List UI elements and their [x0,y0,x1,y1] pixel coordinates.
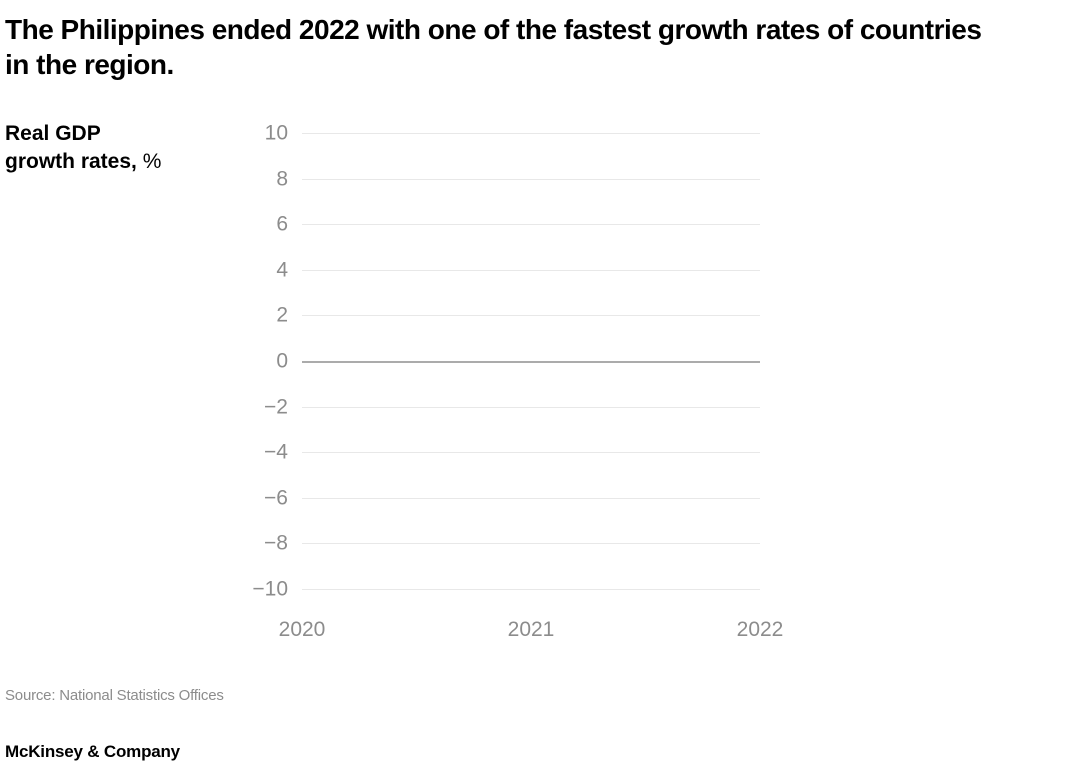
y-tick-label: −8 [264,531,288,555]
x-tick-label: 2021 [507,618,555,641]
y-axis-title-unit: % [136,150,162,173]
y-tick-label: −4 [264,440,288,464]
y-tick-label: 6 [276,212,288,236]
gridline [302,543,760,545]
gridline [302,589,760,590]
y-tick-label: −2 [264,395,288,419]
mckinsey-wordmark: McKinsey & Company [5,742,180,761]
gridline [302,133,760,134]
x-tick-label: 2022 [736,618,784,641]
gridline [302,178,760,180]
gridline [302,452,760,454]
y-tick-label: 10 [264,121,288,145]
y-axis-labels: 10 8 6 4 2 0 −2 −4 −6 −8 −10 [0,123,288,600]
y-tick-label: 8 [276,167,288,191]
gridline [302,224,760,226]
y-axis-title-text: Real GDP growth rates, [5,122,137,173]
plot-area [302,133,760,590]
y-tick-label: 2 [276,303,288,327]
y-tick-label: −6 [264,486,288,510]
y-tick-label: −10 [252,577,288,601]
zero-gridline [302,360,760,363]
gridline [302,406,760,408]
x-tick-label: 2020 [278,618,326,641]
gridline [302,497,760,499]
y-tick-label: 4 [276,258,288,282]
gridline [302,315,760,317]
y-tick-label: 0 [276,349,288,373]
source-note: Source: National Statistics Offices [5,687,224,704]
chart-title: The Philippines ended 2022 with one of t… [5,14,982,80]
x-axis-labels: 2020 2021 2022 [279,618,784,641]
gridline [302,269,760,271]
y-axis-title: Real GDP growth rates, % [5,120,225,176]
